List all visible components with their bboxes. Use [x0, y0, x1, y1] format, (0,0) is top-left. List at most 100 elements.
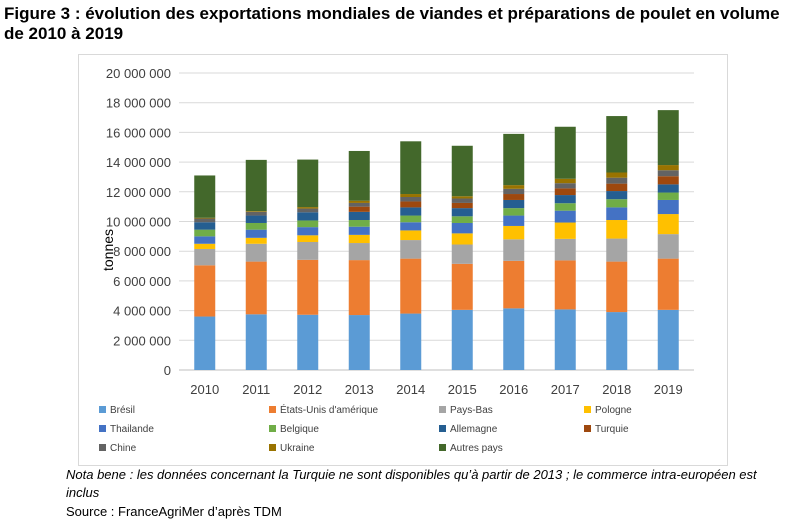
- bar-segment: [503, 260, 525, 309]
- bar-segment: [400, 201, 422, 208]
- y-tick-label: 12 000 000: [106, 185, 171, 200]
- bar-segment: [194, 229, 216, 237]
- y-tick-label: 0: [164, 363, 171, 378]
- legend-label: Chine: [110, 443, 137, 454]
- bar-segment: [554, 222, 576, 239]
- y-tick-label: 8 000 000: [113, 244, 171, 259]
- chart-area: 0 2 000 000 4 000 000 6 000 000 8 000 000 10 …: [78, 54, 728, 466]
- bar-segment: [297, 314, 319, 370]
- bar-segment: [657, 176, 679, 185]
- legend-swatch: [99, 425, 106, 432]
- bar-segment: [657, 192, 679, 200]
- bar-segment: [554, 309, 576, 370]
- bar-segment: [451, 208, 473, 217]
- bar-segment: [606, 220, 628, 239]
- bar-segment: [503, 199, 525, 209]
- x-axis-tick-labels: 2010 2011 2012 2013 2014 2015 2016 2017 2018 2019: [190, 382, 682, 397]
- bar-segment: [194, 265, 216, 317]
- bar-segment: [657, 199, 679, 215]
- x-tick-label: 2015: [448, 382, 477, 397]
- bar-segment: [657, 170, 679, 177]
- bar-segment: [503, 308, 525, 370]
- bar-segment: [503, 208, 525, 216]
- bar-segment: [503, 185, 525, 189]
- bar-segment: [503, 215, 525, 226]
- legend-label: États-Unis d'amérique: [280, 403, 379, 416]
- bar-segment: [606, 172, 628, 178]
- bar-segment: [451, 216, 473, 223]
- figure-title: Figure 3 : évolution des exportations mo…: [4, 4, 780, 43]
- y-tick-label: 6 000 000: [113, 274, 171, 289]
- legend-label: Turquie: [595, 424, 629, 435]
- bar-segment: [297, 208, 319, 213]
- legend-swatch: [99, 444, 106, 451]
- nota-bene: Nota bene : les données concernant la Tu…: [66, 467, 757, 500]
- bar-segment: [451, 263, 473, 310]
- legend-label: Thailande: [110, 424, 154, 435]
- bar-segment: [657, 165, 679, 171]
- bar-segment: [606, 199, 628, 208]
- legend-swatch: [584, 406, 591, 413]
- bar-segment: [606, 261, 628, 313]
- bar-segment: [400, 258, 422, 314]
- bar-segment: [348, 315, 370, 370]
- bar-segment: [245, 314, 267, 370]
- legend-label: Belgique: [280, 424, 319, 435]
- bar-segment: [297, 212, 319, 221]
- bar-segment: [451, 309, 473, 370]
- x-tick-label: 2018: [602, 382, 631, 397]
- bar-segment: [194, 248, 216, 266]
- bar-segment: [194, 236, 216, 244]
- bar-segment: [245, 261, 267, 315]
- x-tick-label: 2019: [654, 382, 683, 397]
- bar-segment: [554, 183, 576, 189]
- bar-segment: [606, 312, 628, 370]
- legend-label: Pays-Bas: [450, 405, 493, 416]
- bar-segment: [348, 220, 370, 227]
- bar-segment: [451, 233, 473, 245]
- bar-segment: [554, 178, 576, 184]
- x-tick-label: 2016: [499, 382, 528, 397]
- bar-segment: [400, 313, 422, 370]
- bar-segment: [348, 200, 370, 203]
- x-tick-label: 2017: [551, 382, 580, 397]
- legend-swatch: [439, 444, 446, 451]
- bar-segment: [451, 198, 473, 203]
- y-tick-label: 18 000 000: [106, 96, 171, 111]
- bar-segment: [297, 235, 319, 242]
- bar-segment: [245, 222, 267, 230]
- bar-segment: [348, 243, 370, 261]
- y-tick-label: 16 000 000: [106, 125, 171, 140]
- bar-segment: [245, 159, 267, 212]
- y-tick-label: 4 000 000: [113, 304, 171, 319]
- x-tick-label: 2010: [190, 382, 219, 397]
- bar-segment: [348, 234, 370, 244]
- bar-segment: [245, 243, 267, 262]
- legend-swatch: [439, 406, 446, 413]
- bar-segment: [554, 188, 576, 196]
- legend-label: Brésil: [110, 405, 135, 416]
- bar-segment: [194, 217, 216, 219]
- bar-segment: [657, 184, 679, 193]
- bar-segment: [297, 241, 319, 260]
- bar-segment: [451, 222, 473, 234]
- bar-segment: [657, 258, 679, 310]
- bar-segment: [606, 207, 628, 221]
- bar-segment: [400, 222, 422, 231]
- bar-segment: [348, 206, 370, 212]
- bar-segment: [606, 177, 628, 184]
- bar-segment: [554, 126, 576, 179]
- bar-segment: [451, 196, 473, 199]
- bar-segment: [194, 243, 216, 249]
- bar-segment: [400, 194, 422, 197]
- bar-segment: [348, 211, 370, 221]
- legend-swatch: [99, 406, 106, 413]
- y-axis-tick-labels: 0 2 000 000 4 000 000 6 000 000 8 000 000 10 …: [106, 66, 171, 378]
- bars: [194, 110, 679, 370]
- legend-swatch: [269, 444, 276, 451]
- legend-swatch: [269, 425, 276, 432]
- bar-segment: [194, 218, 216, 223]
- x-tick-label: 2013: [345, 382, 374, 397]
- bar-segment: [348, 202, 370, 207]
- bar-segment: [245, 237, 267, 244]
